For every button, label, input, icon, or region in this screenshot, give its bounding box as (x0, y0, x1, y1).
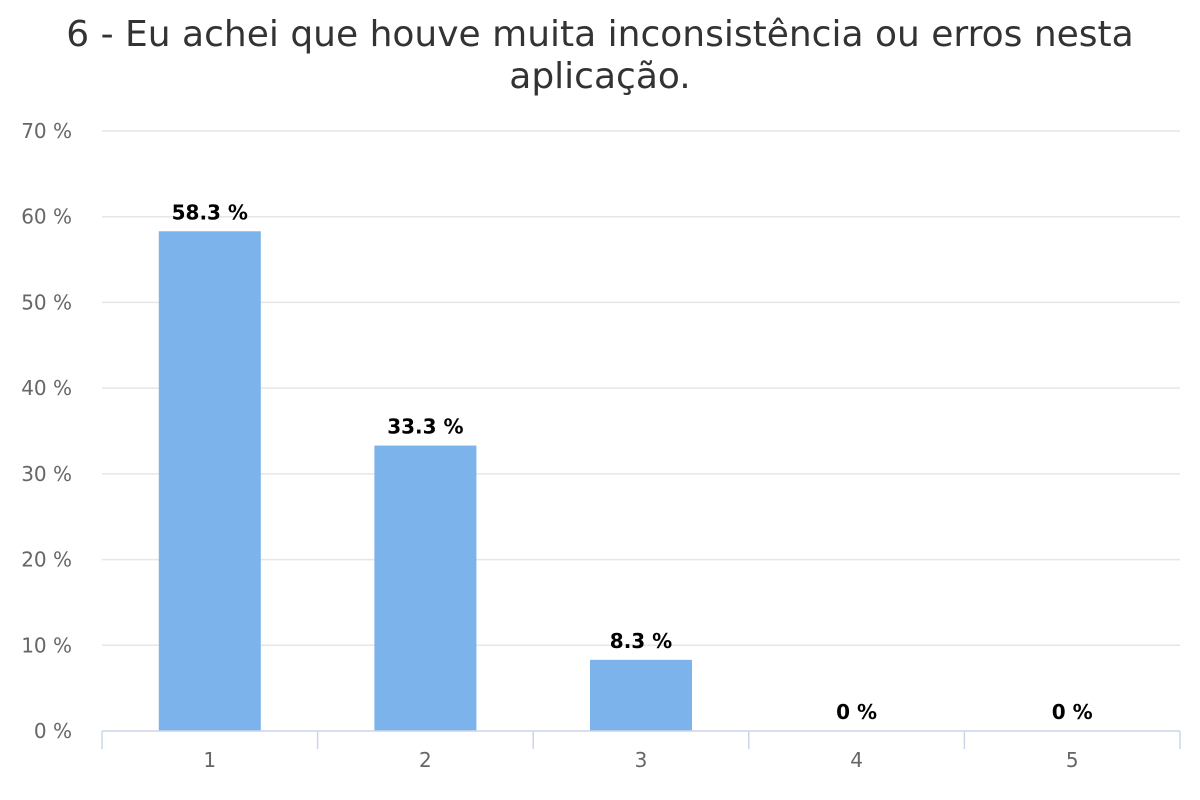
y-tick-label: 60 % (21, 205, 72, 229)
data-label: 0 % (1052, 700, 1093, 724)
bars (158, 231, 692, 732)
bar (374, 445, 477, 731)
x-tick-label: 5 (1066, 748, 1079, 772)
y-tick-label: 30 % (21, 462, 72, 486)
data-label: 33.3 % (387, 415, 463, 439)
y-tick-label: 20 % (21, 548, 72, 572)
data-label: 8.3 % (610, 629, 672, 653)
y-tick-label: 50 % (21, 290, 72, 314)
x-axis (101, 730, 1181, 749)
data-label: 0 % (836, 700, 877, 724)
x-tick-label: 2 (419, 748, 432, 772)
y-tick-label: 40 % (21, 376, 72, 400)
labels: 0 %10 %20 %30 %40 %50 %60 %70 %58.3 %33.… (21, 119, 1092, 772)
y-tick-label: 10 % (21, 633, 72, 657)
x-tick-label: 1 (203, 748, 216, 772)
chart-title: 6 - Eu achei que houve muita inconsistên… (66, 14, 1134, 97)
bar (158, 231, 261, 732)
y-tick-label: 70 % (21, 119, 72, 143)
gridlines (102, 130, 1180, 647)
data-label: 58.3 % (172, 200, 248, 224)
x-tick-label: 3 (635, 748, 648, 772)
y-tick-label: 0 % (34, 719, 72, 743)
bar (590, 659, 692, 731)
x-tick-label: 4 (850, 748, 863, 772)
